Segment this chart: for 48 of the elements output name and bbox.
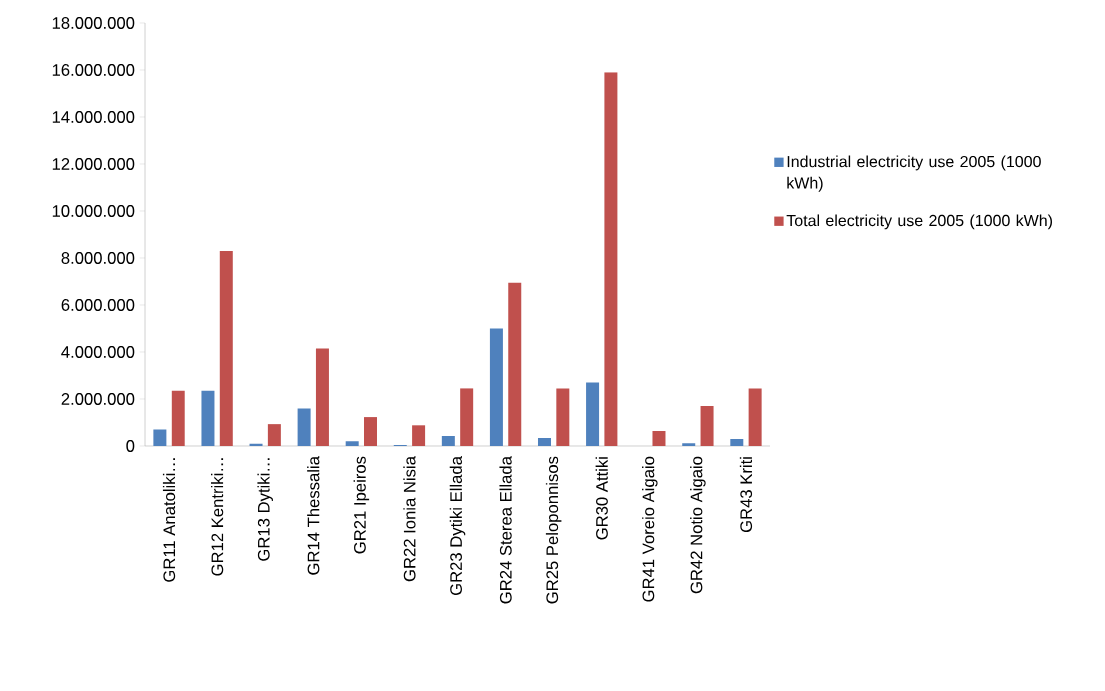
bar: [730, 438, 744, 446]
y-tick-label: 8.000.000: [61, 252, 135, 264]
y-tick-label: 0: [126, 440, 135, 452]
y-tick-label: 4.000.000: [61, 346, 135, 358]
bar: [364, 417, 378, 446]
y-tick-label: 16.000.000: [52, 64, 135, 76]
y-tick-label: 18.000.000: [52, 17, 135, 29]
bar: [460, 388, 474, 446]
bar: [682, 443, 696, 446]
x-tick-label: GR12 Kentriki…: [210, 458, 224, 576]
x-tick-label: GR41 Voreio Aigaio: [642, 456, 658, 602]
x-tick-label: GR30 Attiki: [595, 457, 608, 540]
x-tick-label: GR25 Peloponnisos: [545, 456, 562, 604]
bar: [267, 424, 281, 446]
bar: [748, 388, 762, 446]
legend-label: Total electricity use 2005 (1000 kWh): [786, 214, 1053, 230]
x-tick-label: GR13 Dytiki…: [257, 458, 273, 561]
bar: [315, 348, 329, 446]
y-tick-label: 2.000.000: [61, 393, 135, 405]
bar: [441, 435, 455, 446]
bar: [297, 408, 311, 446]
bar: [537, 438, 551, 446]
bar: [556, 388, 570, 446]
bar: [604, 72, 618, 446]
bar: [586, 382, 600, 446]
x-tick-label: GR24 Sterea Ellada: [499, 456, 512, 604]
bar: [508, 282, 522, 446]
y-tick-label: 12.000.000: [52, 158, 135, 170]
y-tick-label: 14.000.000: [52, 111, 135, 123]
legend-label: Industrial electricity use 2005 (1000 kWh): [787, 155, 1041, 192]
x-tick-label: GR21 Ipeiros: [353, 456, 370, 554]
bar: [153, 429, 167, 446]
x-tick-label: GR11 Anatoliki…: [162, 458, 176, 582]
bar: [201, 390, 215, 446]
bar: [219, 250, 233, 446]
bar: [700, 406, 714, 446]
x-tick-label: GR42 Notio Aigaio: [690, 456, 706, 594]
y-tick-label: 6.000.000: [61, 299, 135, 311]
bar: [412, 425, 426, 446]
bar: [345, 441, 359, 446]
x-tick-label: GR23 Dytiki Ellada: [449, 456, 466, 596]
x-tick-label: GR43 Kriti: [739, 457, 753, 533]
bar: [171, 390, 185, 446]
y-tick-label: 10.000.000: [52, 205, 135, 217]
bar: [652, 430, 666, 446]
bar: [489, 328, 503, 446]
x-tick-label: GR14 Thessalia: [307, 456, 320, 575]
x-tick-label: GR22 Ionia Nisia: [403, 456, 416, 582]
